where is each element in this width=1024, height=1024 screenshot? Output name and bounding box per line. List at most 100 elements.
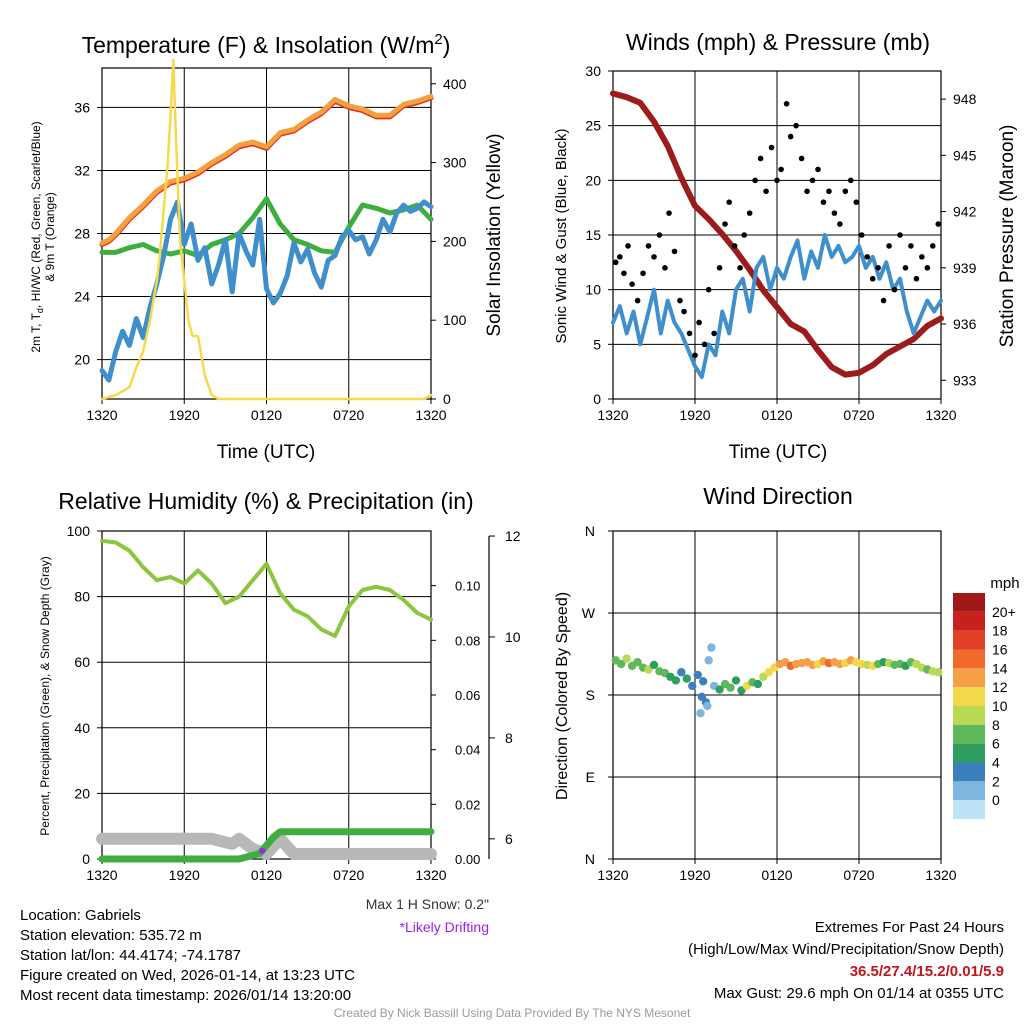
colorbar-swatch [953, 649, 985, 669]
gust-point [741, 232, 747, 238]
temperature-panel: Temperature (F) & Insolation (W/m2) Time… [29, 31, 505, 463]
direction-point [753, 679, 763, 689]
precip-y-tick-label: 0.04 [455, 743, 480, 758]
direction-y-tick-label: N [585, 523, 595, 539]
speed-legend-title: mph [990, 575, 1019, 592]
colorbar-swatch [953, 762, 985, 782]
humidity-x-tick-label: 0720 [333, 867, 364, 883]
gust-point [858, 232, 865, 238]
precip-y-tick-label: 0.00 [455, 852, 480, 867]
colorbar-swatch [953, 630, 985, 650]
colorbar-label: 16 [992, 642, 1008, 658]
gust-point [809, 177, 816, 184]
direction-point [703, 701, 712, 711]
series-rh [100, 538, 433, 638]
gust-point [731, 243, 738, 249]
colorbar-swatch [953, 706, 985, 725]
direction-point [622, 654, 631, 663]
winds-x-tick-label: 0720 [843, 407, 874, 423]
gust-point [913, 275, 920, 282]
gust-point [897, 232, 903, 238]
humidity-y-tick-label: 0 [82, 851, 90, 867]
winds-title: Winds (mph) & Pressure (mb) [626, 29, 930, 55]
temperature-y-tick-label: 28 [74, 226, 90, 242]
colorbar-swatch [953, 800, 985, 819]
humidity-ylabel: Percent, Precipitation (Green), & Snow D… [38, 556, 52, 835]
gust-point [645, 243, 652, 249]
max-gust-text: Max Gust: 29.6 mph On 01/14 at 0355 UTC [713, 985, 1004, 1002]
precip-y-tick-label: 0.10 [455, 579, 480, 594]
temperature-ylabel-line2: & 9m T (Orange) [43, 192, 57, 282]
gust-point [798, 155, 805, 162]
gust-point [826, 188, 832, 195]
snow-y-tick-label: 8 [505, 730, 513, 746]
colorbar-swatch [953, 781, 985, 801]
humidity-y-tick-label: 20 [74, 785, 90, 801]
elevation-text: Station elevation: 535.72 m [20, 927, 202, 944]
direction-point [731, 676, 741, 685]
colorbar-label: 4 [992, 755, 1000, 771]
pressure-ylabel: Station Pressure (Maroon) [997, 125, 1018, 348]
temperature-y-tick-label: 20 [74, 352, 90, 368]
gust-point [935, 221, 942, 227]
direction-point [726, 683, 735, 692]
direction-point [671, 676, 681, 685]
direction-point [617, 659, 626, 669]
gust-point [778, 166, 784, 173]
winds-y-tick-label: 25 [585, 118, 601, 134]
winds-y-tick-label: 10 [585, 282, 601, 298]
humidity-y-tick-label: 60 [74, 654, 90, 670]
series-sonic-wind [611, 233, 943, 380]
direction-x-tick-label: 1320 [925, 867, 956, 883]
direction-point [697, 692, 707, 702]
winds-y-tick-label: 15 [585, 227, 601, 243]
gust-point [625, 243, 631, 249]
colorbar-label: 18 [992, 623, 1008, 639]
direction-y-tick-label: E [586, 769, 595, 785]
direction-point [934, 668, 943, 677]
temperature-y-tick-label: 36 [74, 99, 90, 115]
pressure-y-tick-label: 942 [953, 204, 977, 220]
gust-point [662, 265, 668, 271]
direction-point [633, 658, 642, 667]
extremes-legend: (High/Low/Max Wind/Precipitation/Snow De… [688, 941, 1004, 958]
colorbar-label: 20+ [992, 604, 1016, 620]
snow-y-tick-label: 10 [505, 629, 521, 645]
temperature-x-tick-label: 1920 [169, 407, 200, 423]
snow-notes: Max 1 H Snow: 0.2" *Likely Drifting [366, 893, 489, 939]
gust-point [848, 177, 854, 184]
gust-point [787, 133, 794, 140]
colorbar-swatch [953, 593, 985, 612]
colorbar-swatch [953, 724, 985, 744]
solar-y-tick-label: 200 [443, 233, 467, 249]
direction-point [682, 674, 691, 683]
gust-point [886, 243, 892, 249]
gust-point [640, 270, 646, 277]
gust-point [774, 177, 780, 184]
gust-point [924, 265, 931, 271]
pressure-y-tick-label: 933 [953, 372, 977, 388]
location-text: Location: Gabriels [20, 907, 141, 924]
snow-y-tick-label: 6 [505, 831, 513, 847]
direction-point [688, 681, 697, 691]
gust-point [902, 265, 909, 271]
gust-point [666, 210, 672, 216]
extremes-values: 36.5/27.4/15.2/0.01/5.9 [849, 963, 1004, 980]
series-pressure [610, 90, 944, 378]
gust-point [737, 265, 743, 271]
gust-point [617, 254, 623, 260]
solar-y-tick-label: 400 [443, 76, 467, 92]
pressure-y-tick-label: 948 [953, 91, 977, 107]
gust-point [908, 243, 914, 249]
temperature-title: Temperature (F) & Insolation (W/m2) [82, 31, 451, 58]
gust-point [869, 275, 876, 282]
gust-point [629, 281, 635, 288]
gust-point [686, 330, 693, 337]
gust-point [793, 122, 799, 129]
temperature-x-tick-label: 1320 [86, 407, 117, 423]
direction-point [699, 677, 708, 686]
gust-point [763, 188, 769, 195]
series-9m-t [99, 93, 434, 246]
gust-point [815, 166, 821, 173]
max-snow-note: Max 1 H Snow: 0.2" [365, 896, 489, 912]
